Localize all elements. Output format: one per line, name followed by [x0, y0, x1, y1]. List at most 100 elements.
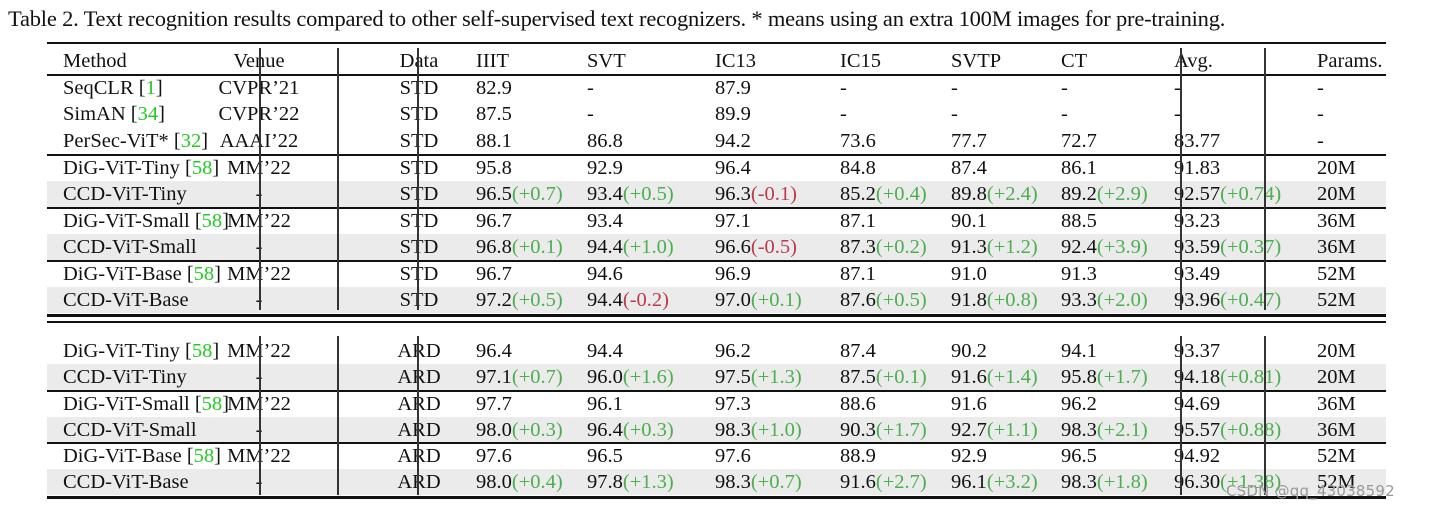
column-divider: [259, 336, 261, 495]
params-cell: 20M: [1317, 157, 1356, 179]
avg-cell: 94.69: [1174, 391, 1220, 417]
data-cell: ARD: [397, 419, 441, 441]
method-cell: DiG-ViT-Small [58]: [63, 393, 229, 415]
table-rule: [47, 260, 1386, 262]
iiit-value: 97.2: [476, 289, 512, 311]
svt-value: 96.4: [587, 419, 623, 441]
ic13-value: 96.9: [715, 263, 751, 285]
method-cell: SeqCLR [1]: [63, 77, 163, 99]
svtp-cell: 91.6(+1.4): [951, 364, 1038, 390]
svtp-value: 92.9: [951, 445, 987, 467]
method-cell: DiG-ViT-Base [58]: [63, 263, 221, 285]
iiit-cell: 97.7: [476, 391, 512, 417]
citation-link[interactable]: 58: [201, 393, 223, 415]
params-cell: 52M: [1317, 471, 1356, 493]
citation-link[interactable]: 34: [137, 103, 159, 125]
svtp-cell: -: [951, 75, 958, 101]
citation-link[interactable]: 58: [191, 157, 213, 179]
svt-delta: (-0.2): [622, 289, 669, 311]
table-caption: Table 2. Text recognition results compar…: [8, 6, 1226, 31]
svt-value: 86.8: [587, 130, 623, 152]
column-divider: [1180, 48, 1182, 310]
avg-value: 93.59: [1174, 236, 1221, 258]
method-name: SeqCLR: [63, 77, 139, 99]
ct-cell: 94.1: [1061, 338, 1097, 364]
ic15-cell: 90.3(+1.7): [840, 417, 927, 443]
iiit-value: 96.7: [476, 263, 512, 285]
svt-value: 93.4: [587, 183, 623, 205]
iiit-cell: 96.8(+0.1): [476, 234, 563, 260]
ct-value: 86.1: [1061, 157, 1097, 179]
ic13-cell: 97.5(+1.3): [715, 364, 802, 390]
ic13-delta: (+0.1): [750, 289, 802, 311]
svt-value: 96.1: [587, 393, 623, 415]
column-divider: [259, 48, 261, 310]
table-row: CCD-ViT-Base-STD97.2(+0.5)94.4(-0.2)97.0…: [47, 287, 1386, 313]
method-cell: DiG-ViT-Tiny [58]: [63, 157, 220, 179]
method-name: CCD-ViT-Tiny: [63, 183, 187, 205]
ic15-value: 88.6: [840, 393, 876, 415]
method-cell: SimAN [34]: [63, 103, 165, 125]
avg-cell: 96.30(+1.38): [1174, 469, 1281, 495]
ct-cell: 92.4(+3.9): [1061, 234, 1148, 260]
data-cell: STD: [399, 103, 439, 125]
citation-link[interactable]: 32: [180, 130, 202, 152]
avg-cell: 83.77: [1174, 128, 1220, 154]
svt-value: -: [587, 77, 594, 99]
ic15-value: -: [840, 103, 847, 125]
ic13-cell: 96.3(-0.1): [715, 181, 797, 207]
ic13-value: 97.6: [715, 445, 751, 467]
venue-cell: MM’22: [184, 261, 334, 287]
data-cell: STD: [399, 130, 439, 152]
ct-delta: (+2.0): [1096, 289, 1148, 311]
svt-cell: 94.4(-0.2): [587, 287, 669, 313]
svt-cell: 94.4: [587, 338, 623, 364]
ic13-cell: 98.3(+1.0): [715, 417, 802, 443]
svtp-value: 91.0: [951, 263, 987, 285]
ic13-value: 98.3: [715, 471, 751, 493]
avg-delta: (+0.74): [1220, 183, 1282, 205]
params-cell: 36M: [1317, 419, 1356, 441]
iiit-value: 97.1: [476, 366, 512, 388]
iiit-cell: 96.4: [476, 338, 512, 364]
citation-link[interactable]: 58: [193, 263, 215, 285]
citation-link[interactable]: 58: [191, 340, 213, 362]
svtp-cell: 91.6: [951, 391, 987, 417]
method-name: CCD-ViT-Small: [63, 419, 197, 441]
citation-link[interactable]: 58: [193, 445, 215, 467]
watermark: CSDN @qq_43038592: [1226, 482, 1395, 500]
avg-value: 92.57: [1174, 183, 1221, 205]
svt-value: 97.8: [587, 471, 623, 493]
column-divider: [1264, 48, 1266, 310]
iiit-cell: 88.1: [476, 128, 512, 154]
table-row: CCD-ViT-Tiny- STD 96.5(+0.7) 93.4(+0.5) 96.3…: [47, 181, 1386, 207]
svtp-cell: 90.2: [951, 338, 987, 364]
ic13-value: 97.3: [715, 393, 751, 415]
table-row: CCD-ViT-Base- ARD 98.0(+0.4) 97.8(+1.3) 98.3…: [47, 469, 1386, 495]
venue-cell: MM’22: [184, 208, 334, 234]
iiit-value: 88.1: [476, 130, 512, 152]
citation-link[interactable]: 1: [145, 77, 156, 99]
svtp-delta: (+1.2): [986, 236, 1038, 258]
avg-cell: 91.83: [1174, 155, 1220, 181]
method-name: CCD-ViT-Base: [63, 289, 189, 311]
svt-cell: 96.0(+1.6): [587, 364, 674, 390]
avg-cell: 94.18(+0.81): [1174, 364, 1281, 390]
column-divider: [1180, 336, 1182, 495]
iiit-delta: (+0.3): [511, 419, 563, 441]
svtp-value: -: [951, 103, 958, 125]
citation-link[interactable]: 58: [201, 210, 223, 232]
svtp-cell: 87.4: [951, 155, 987, 181]
header-svt: SVT: [587, 50, 626, 72]
table-rule: [47, 390, 1386, 392]
method-name: DiG-ViT-Small: [63, 393, 195, 415]
ic15-value: 87.1: [840, 210, 876, 232]
ic15-cell: 91.6(+2.7): [840, 469, 927, 495]
ic15-value: 87.1: [840, 263, 876, 285]
ct-value: -: [1061, 77, 1068, 99]
table-row: SimAN [34] CVPR’22 STD 87.5 - 89.9 - - - - -: [47, 101, 1386, 127]
ic15-delta: (+0.1): [875, 366, 927, 388]
svt-cell: 92.9: [587, 155, 623, 181]
svt-cell: -: [587, 75, 594, 101]
svt-value: 94.6: [587, 263, 623, 285]
